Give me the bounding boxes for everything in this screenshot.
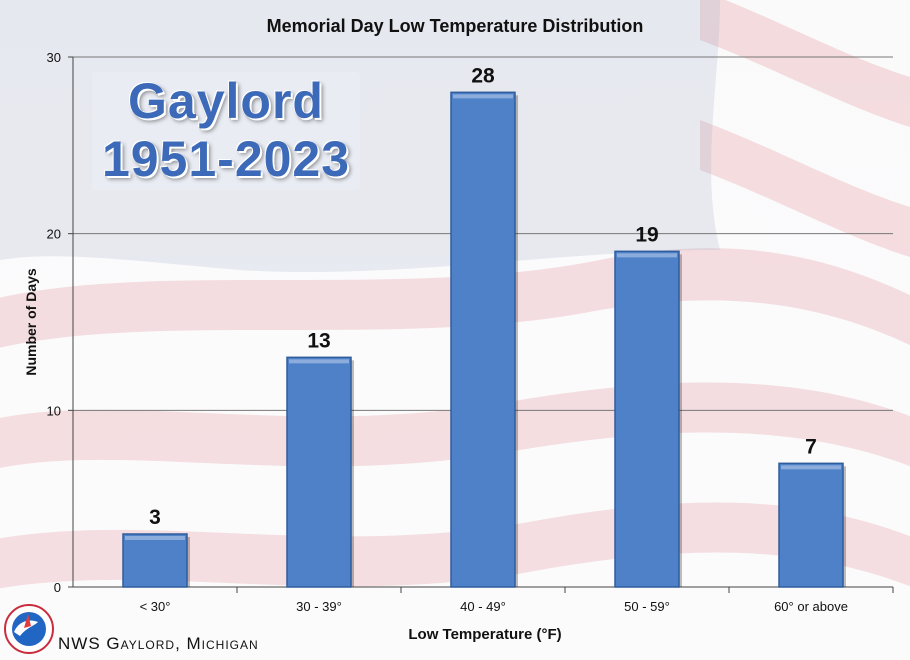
axes: 0 10 20 30 < 30° 30 - 39° 40 - 49° 50 - 59° 60° … bbox=[47, 50, 894, 614]
bar bbox=[778, 462, 844, 588]
bar-highlight bbox=[125, 536, 185, 540]
data-label: 13 bbox=[307, 329, 330, 352]
x-tick-label: 30 - 39° bbox=[296, 599, 342, 614]
x-tick-label: < 30° bbox=[140, 599, 171, 614]
data-label: 28 bbox=[471, 64, 495, 87]
station-label-panel bbox=[92, 72, 360, 190]
data-label: 19 bbox=[635, 223, 658, 246]
data-label: 3 bbox=[149, 506, 161, 529]
x-tick-label: 50 - 59° bbox=[624, 599, 670, 614]
bar-highlight bbox=[289, 359, 349, 364]
bar bbox=[122, 533, 188, 588]
data-labels: 3 13 28 19 7 bbox=[149, 64, 817, 529]
y-tick-label: 30 bbox=[47, 50, 61, 65]
bars bbox=[122, 91, 846, 588]
y-tick-label: 20 bbox=[47, 227, 61, 242]
station-name: Gaylord bbox=[128, 73, 324, 129]
x-tick-label: 40 - 49° bbox=[460, 599, 506, 614]
x-tick-label: 60° or above bbox=[774, 599, 848, 614]
y-tick-label: 10 bbox=[47, 403, 61, 418]
footer-credit: NWS Gaylord, Michigan bbox=[58, 634, 259, 653]
bar bbox=[286, 356, 352, 588]
bar-highlight bbox=[617, 253, 677, 258]
bar bbox=[614, 250, 680, 588]
chart-title: Memorial Day Low Temperature Distributio… bbox=[267, 16, 644, 36]
bar-highlight bbox=[781, 465, 841, 470]
x-axis-title: Low Temperature (°F) bbox=[408, 626, 561, 643]
y-axis-title: Number of Days bbox=[23, 268, 39, 376]
bar bbox=[450, 91, 516, 588]
nws-logo-icon bbox=[4, 604, 54, 654]
station-years: 1951-2023 bbox=[101, 131, 351, 187]
bar-highlight bbox=[453, 94, 513, 99]
data-label: 7 bbox=[805, 435, 817, 458]
y-tick-label: 0 bbox=[54, 580, 61, 595]
